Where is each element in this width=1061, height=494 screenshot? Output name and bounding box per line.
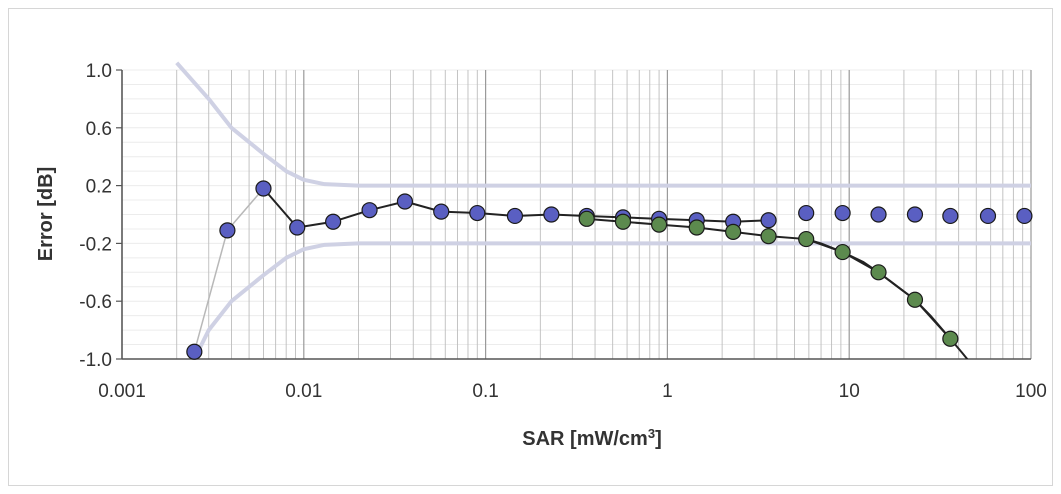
- y-tick-label: 0.2: [86, 177, 112, 198]
- data-point-green: [650, 216, 668, 233]
- data-point-green: [725, 223, 742, 240]
- data-point-blue: [506, 207, 524, 225]
- x-tick-label: 10: [839, 381, 860, 402]
- x-axis-title: SAR [mW/cm3]: [522, 426, 661, 451]
- data-point-green: [870, 264, 887, 281]
- series-line-segment: [193, 230, 229, 352]
- tolerance-band-line: [192, 241, 1031, 359]
- data-point-blue: [433, 203, 450, 220]
- data-point-blue: [186, 343, 203, 360]
- data-point-blue: [361, 202, 378, 219]
- y-tick-label: -0.6: [79, 292, 112, 313]
- data-point-blue: [906, 206, 924, 223]
- data-point-blue: [979, 207, 997, 225]
- data-point-blue: [325, 213, 342, 230]
- x-tick-label: 1: [662, 381, 673, 402]
- data-point-blue: [396, 193, 414, 210]
- data-point-green: [834, 243, 851, 261]
- data-point-blue: [1016, 207, 1033, 225]
- x-tick-label: 100: [1015, 381, 1047, 402]
- data-point-blue: [870, 206, 887, 223]
- data-point-green: [798, 230, 815, 248]
- tolerance-bands: [175, 61, 1031, 359]
- data-point-blue: [469, 204, 486, 222]
- x-tick-label: 0.001: [98, 381, 146, 402]
- y-tick-label: -1.0: [79, 350, 112, 371]
- data-point-green: [688, 219, 705, 236]
- data-point-green: [760, 228, 777, 245]
- data-point-blue: [760, 212, 777, 229]
- series-line-segment: [226, 188, 265, 231]
- data-point-green: [906, 291, 924, 308]
- data-point-blue: [798, 204, 815, 222]
- data-point-blue: [543, 206, 560, 223]
- chart-frame: [8, 8, 1053, 486]
- y-axis-title: Error [dB]: [35, 167, 57, 261]
- data-point-blue: [289, 219, 306, 236]
- data-point-blue: [942, 207, 959, 225]
- series-points: [186, 180, 1033, 360]
- data-point-blue: [255, 180, 272, 197]
- axes: [116, 69, 1031, 360]
- y-tick-label: -0.2: [79, 234, 112, 255]
- data-point-green: [578, 210, 595, 227]
- y-tick-label: 0.6: [86, 119, 112, 140]
- x-tick-label: 0.01: [285, 381, 322, 402]
- tolerance-band-line: [175, 61, 1031, 188]
- x-tick-label: 0.1: [472, 381, 498, 402]
- y-tick-label: 1.0: [86, 61, 112, 82]
- data-point-blue: [219, 222, 236, 239]
- data-point-green: [942, 330, 959, 347]
- tick-labels: 0.001 0.01 0.1 1 10 100 1.0 0.6 0.2 -0.2 -0.6 -1.0: [79, 61, 1047, 402]
- grid-lines: [121, 69, 1032, 360]
- data-point-green: [614, 213, 632, 230]
- data-point-blue: [834, 204, 851, 222]
